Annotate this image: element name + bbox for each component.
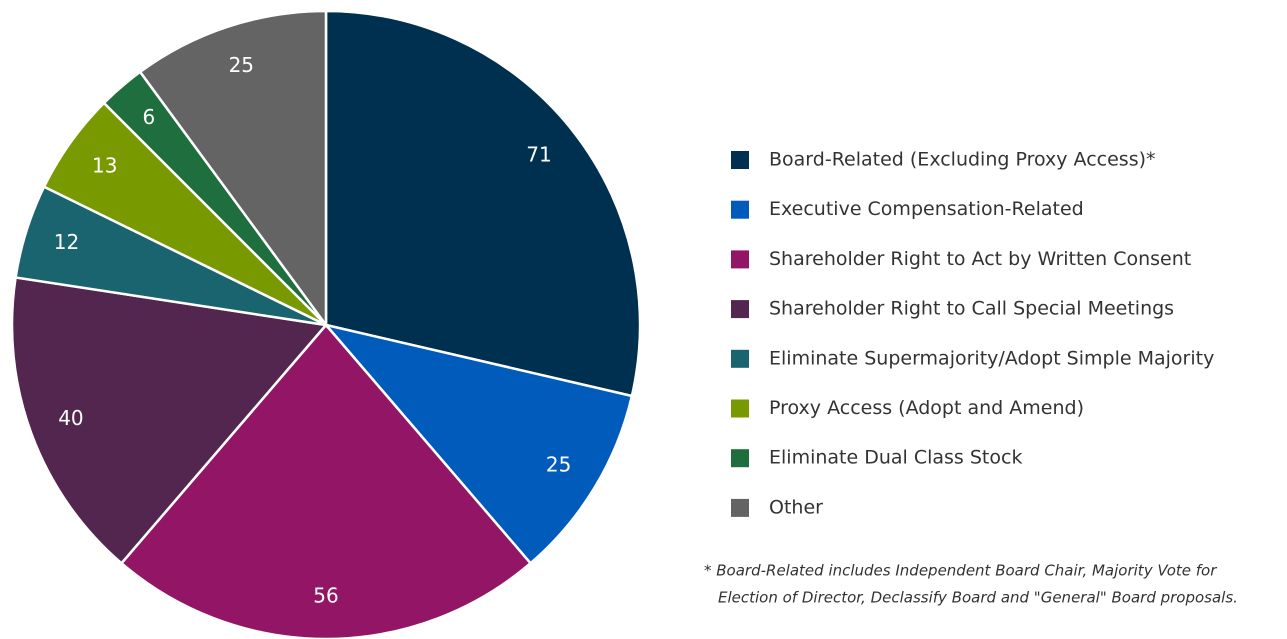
legend-label: Executive Compensation-Related — [769, 198, 1084, 220]
data-label: 56 — [313, 584, 338, 608]
legend-label: Board-Related (Excluding Proxy Access)* — [769, 149, 1156, 171]
legend-swatch — [731, 449, 749, 468]
legend-label: Eliminate Dual Class Stock — [769, 447, 1022, 469]
data-label: 6 — [142, 105, 155, 129]
pie-slice — [322, 322, 634, 566]
data-label: 13 — [92, 153, 117, 177]
legend-swatch — [731, 349, 749, 368]
legend-label: Shareholder Right to Call Special Meetin… — [769, 298, 1174, 320]
legend-swatch — [731, 151, 749, 169]
data-label: 12 — [54, 230, 79, 254]
footnote: * Board-Related includes Independent Boa… — [704, 562, 1217, 580]
legend-label: Eliminate Supermajority/Adopt Simple Maj… — [769, 347, 1214, 369]
pie-slice — [324, 9, 642, 398]
legend-label: Proxy Access (Adopt and Amend) — [769, 397, 1084, 419]
data-label: 25 — [229, 53, 254, 77]
data-label: 25 — [546, 452, 571, 476]
legend-label: Shareholder Right to Act by Written Cons… — [769, 248, 1191, 270]
legend-swatch — [731, 250, 749, 269]
footnote: Election of Director, Declassify Board a… — [718, 589, 1238, 607]
legend-swatch — [731, 498, 749, 517]
legend-swatch — [731, 399, 749, 418]
pie-slice — [138, 9, 328, 329]
data-label: 71 — [526, 142, 551, 166]
legend-swatch — [731, 300, 749, 319]
data-label: 40 — [58, 406, 83, 430]
legend-label: Other — [769, 496, 823, 518]
pie-slice — [10, 276, 329, 566]
legend-swatch — [731, 200, 749, 219]
